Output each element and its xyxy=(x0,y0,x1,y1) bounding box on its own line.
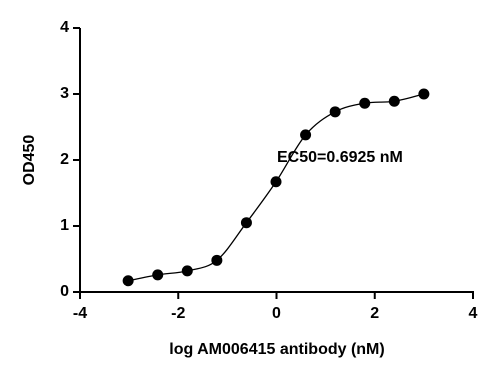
y-tick-label: 2 xyxy=(60,151,69,168)
data-point xyxy=(122,275,134,287)
data-point xyxy=(270,176,282,188)
data-point xyxy=(211,254,223,266)
data-point xyxy=(418,88,430,100)
data-point xyxy=(388,95,400,107)
fit-curve xyxy=(128,93,425,282)
data-point xyxy=(240,217,252,229)
x-tick-label: -4 xyxy=(73,305,87,322)
data-point xyxy=(329,106,341,118)
y-axis-label: OD450 xyxy=(21,135,38,186)
data-point xyxy=(300,129,312,141)
data-point xyxy=(359,97,371,109)
data-point xyxy=(181,265,193,277)
data-point xyxy=(152,269,164,281)
y-tick-label: 0 xyxy=(60,283,69,300)
y-tick-label: 4 xyxy=(60,19,69,36)
x-tick-label: -2 xyxy=(171,305,185,322)
x-tick-label: 2 xyxy=(370,305,379,322)
y-tick-label: 3 xyxy=(60,85,69,102)
x-axis-label: log AM006415 antibody (nM) xyxy=(169,341,384,358)
annotation: EC50=0.6925 nM xyxy=(277,149,403,166)
y-tick-label: 1 xyxy=(60,217,69,234)
x-tick-label: 0 xyxy=(272,305,281,322)
x-tick-label: 4 xyxy=(469,305,478,322)
